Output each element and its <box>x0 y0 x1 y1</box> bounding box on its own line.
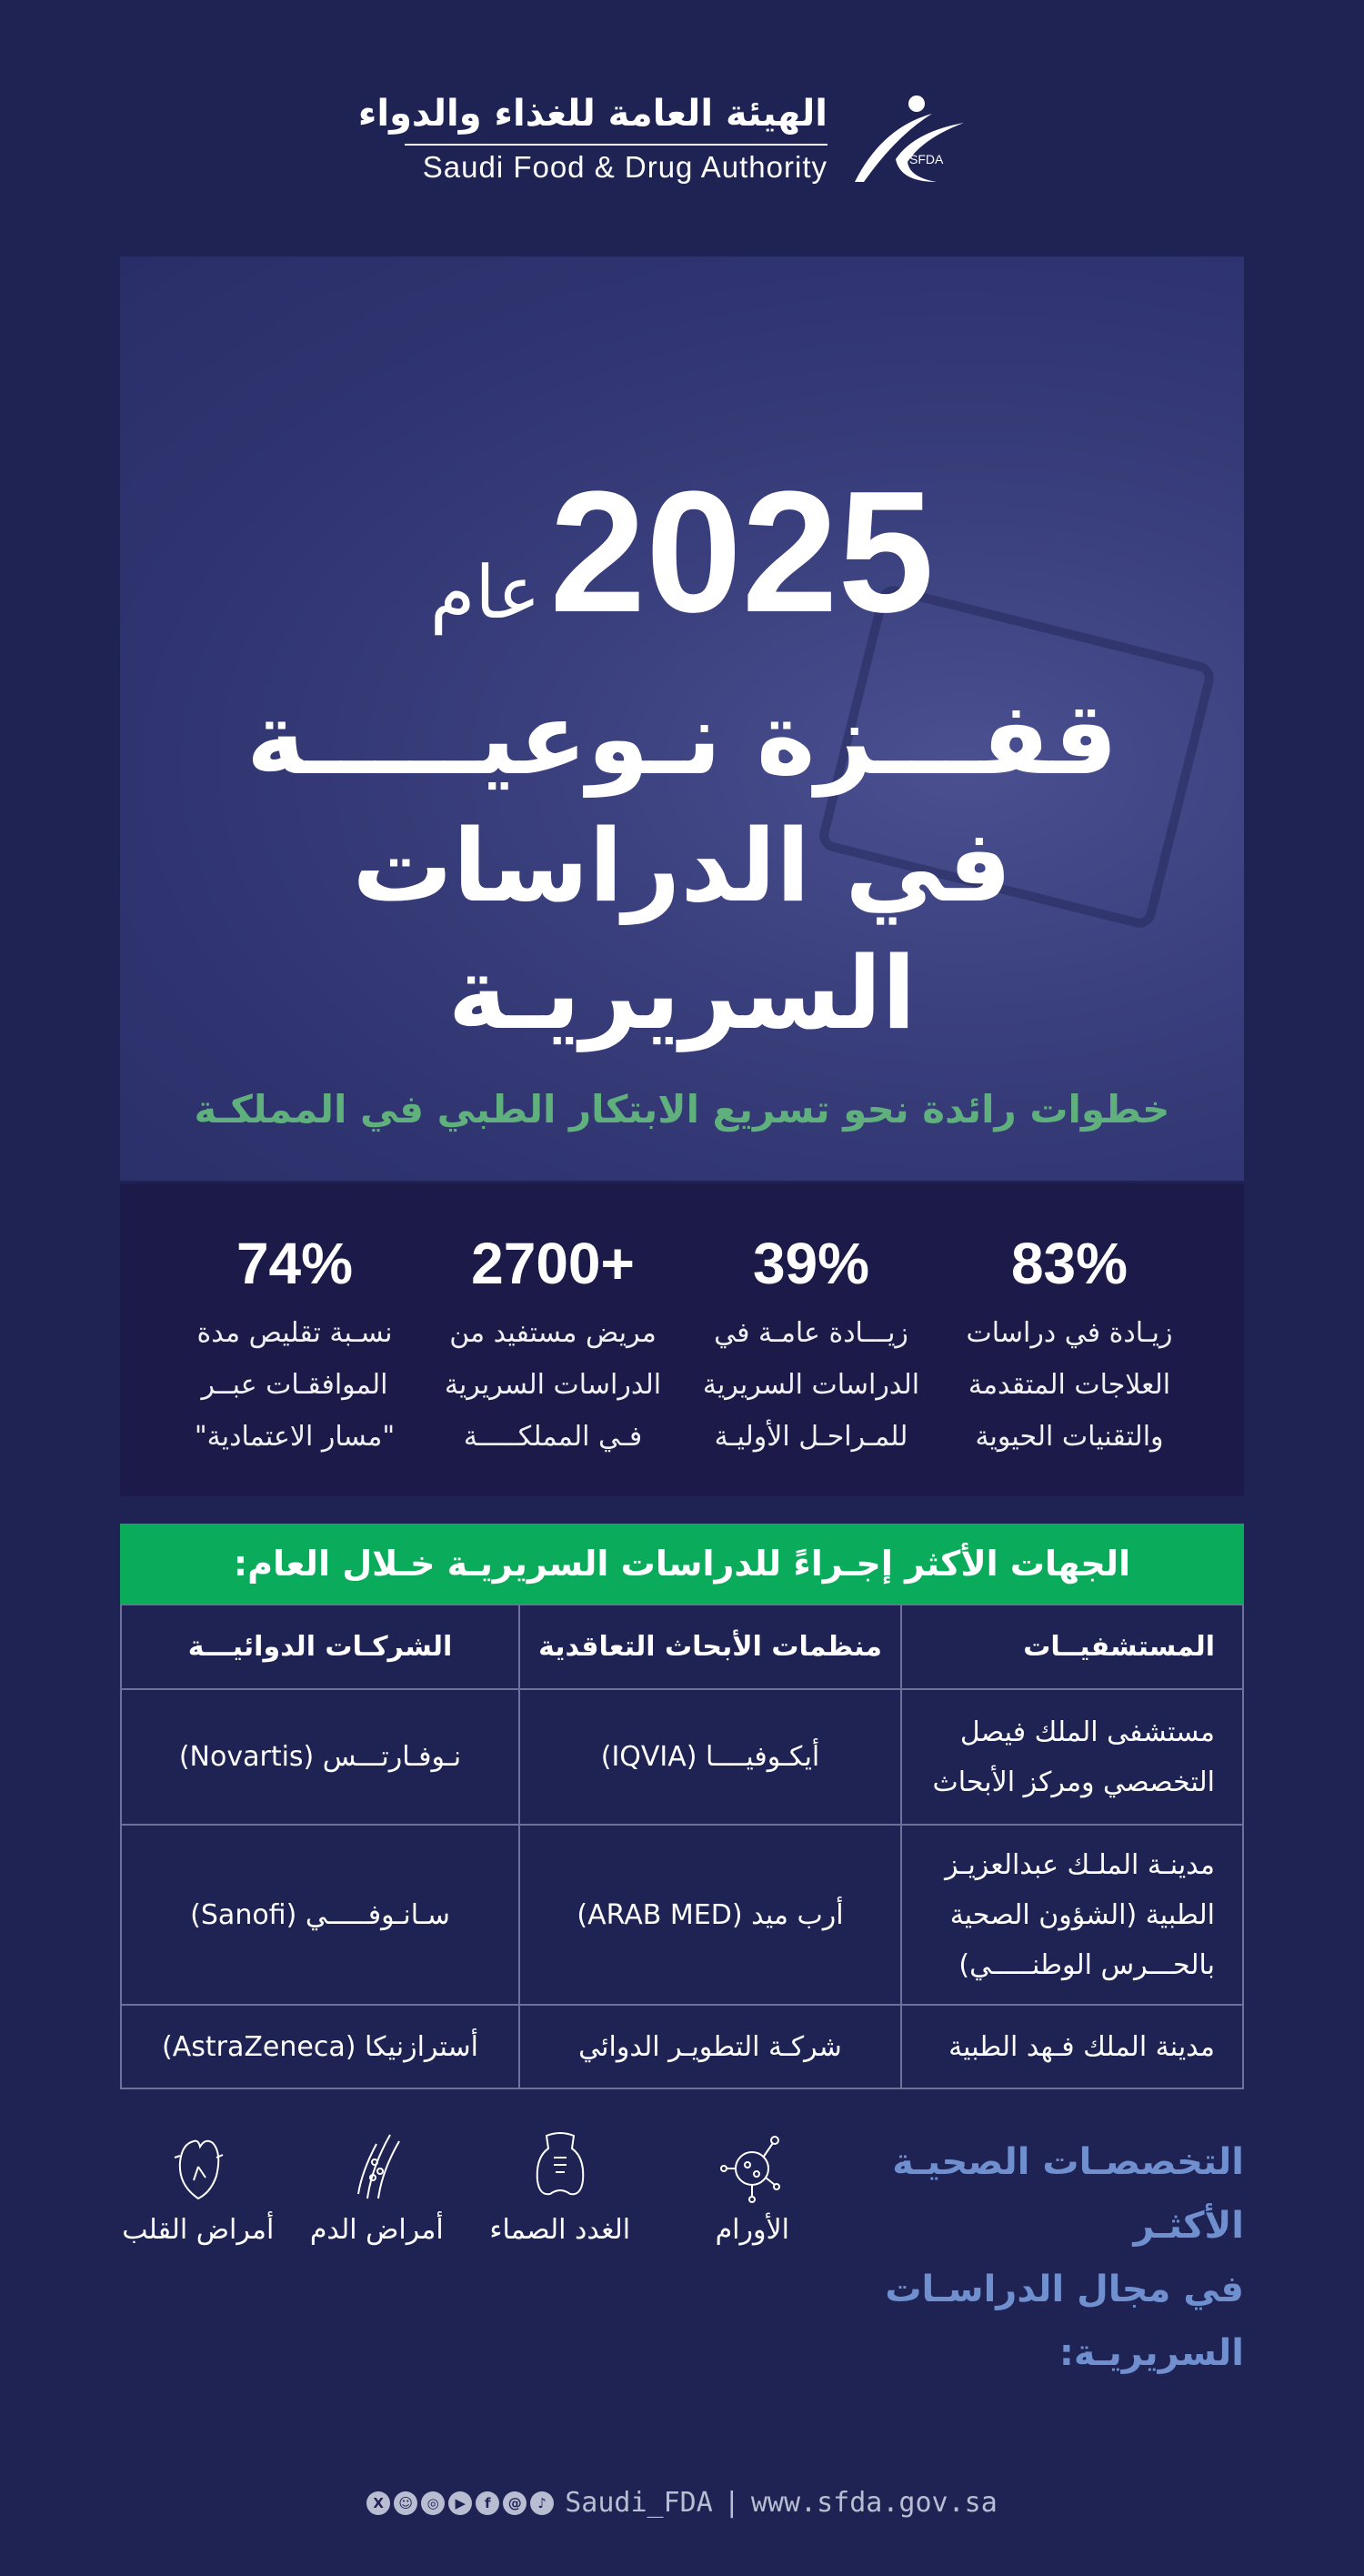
specialty-endocrine: الغدد الصماء <box>482 2130 638 2253</box>
logo-divider <box>405 144 827 146</box>
specialties-title-line: التخصصـات الصحيـة الأكثـر <box>892 2141 1244 2247</box>
stat-line: العلاجات المتقدمة <box>968 1369 1171 1401</box>
tiktok-icon[interactable]: ♪ <box>530 2491 555 2515</box>
stat-line: زيـــادة عامـة في <box>714 1317 908 1349</box>
header-hospitals: المستشفيــات <box>900 1604 1244 1690</box>
table-cell: نـوفـارتـــس (Novartis) <box>120 1688 520 1826</box>
emblem-text: SFDA <box>909 152 944 166</box>
stat-line: الدراسات السريرية <box>444 1369 662 1401</box>
sfda-logo: الهيئة العامة للغذاء والدواء Saudi Food … <box>358 91 973 191</box>
stat-value: 83% <box>1010 1231 1128 1296</box>
stat-line: "مسار الاعتمادية" <box>194 1421 396 1453</box>
specialties-title-line: في مجال الدراسـات السريريـة: <box>885 2269 1244 2374</box>
specialty-label: أمراض القلب <box>122 2214 275 2246</box>
table-title: الجهات الأكثر إجـراءً للدراسات السريريـة… <box>120 1524 1244 1604</box>
table-cell: مستشفى الملك فيصل التخصصي ومركز الأبحاث <box>900 1688 1244 1826</box>
top-entities-table: المستشفيــات منظمات الأبحاث التعاقدية ال… <box>120 1604 1244 2089</box>
specialty-label: الأورام <box>715 2214 789 2246</box>
year-number: 2025 <box>549 456 935 649</box>
table-cell: شركـة التطويـر الدوائي <box>518 2004 902 2089</box>
instagram-icon[interactable]: ◎ <box>421 2491 446 2515</box>
stat-line: نسـبة تقليص مدة <box>196 1317 393 1349</box>
tumor-cell-icon <box>675 2130 831 2203</box>
logo-arabic-name: الهيئة العامة للغذاء والدواء <box>357 93 827 135</box>
header-cros: منظمات الأبحاث التعاقدية <box>518 1604 902 1690</box>
social-icons: X ☺ ◎ ▶ f @ ♪ <box>366 2491 555 2515</box>
footer: X ☺ ◎ ▶ f @ ♪ Saudi_FDA | www.sfda.gov.s… <box>0 2485 1364 2521</box>
threads-icon[interactable]: @ <box>503 2491 527 2515</box>
specialty-oncology: الأورام <box>675 2130 831 2253</box>
table-cell: أسترازنيكا (AstraZeneca) <box>120 2004 520 2089</box>
facebook-icon[interactable]: f <box>476 2491 500 2515</box>
snapchat-icon[interactable]: ☺ <box>394 2491 418 2515</box>
table-row: مستشفى الملك فيصل التخصصي ومركز الأبحاث … <box>120 1688 1244 1826</box>
sfda-emblem-icon: SFDA <box>855 96 964 182</box>
stat-value: 2700+ <box>471 1231 635 1296</box>
stat-item: 39% زيـــادة عامـة في الدراسات السريرية … <box>682 1183 940 1469</box>
stats-panel: 83% زيـادة في دراسات العلاجات المتقدمة و… <box>120 1183 1244 1496</box>
specialty-hematology: أمراض الدم <box>299 2130 456 2253</box>
stat-description: زيـادة في دراسات العلاجات المتقدمة والتق… <box>940 1307 1199 1463</box>
blood-vessel-icon <box>299 2130 456 2203</box>
headline: قفـــزة نـوعيـــــة في الدراسات السريريـ… <box>156 675 1208 1057</box>
stat-line: والتقنيات الحيوية <box>975 1421 1164 1453</box>
heart-icon <box>120 2130 276 2203</box>
table-row: مدينة الملك فـهد الطبية شركـة التطويـر ا… <box>120 2004 1244 2089</box>
table-cell: أيكـوفيــــا (IQVIA) <box>518 1688 902 1826</box>
stat-item: 83% زيـادة في دراسات العلاجات المتقدمة و… <box>940 1183 1199 1469</box>
thyroid-gland-icon <box>482 2130 638 2203</box>
stat-item: 2700+ مريض مستفيد من الدراسات السريرية ف… <box>424 1183 682 1469</box>
stat-line: فـي المملكـــــة <box>463 1421 643 1453</box>
specialty-cardiology: أمراض القلب <box>120 2130 276 2253</box>
year-word: عام <box>429 550 541 635</box>
stat-line: للمـراحـل الأوليـة <box>714 1421 908 1453</box>
table-cell: أرب ميد (ARAB MED) <box>518 1824 902 2006</box>
stat-line: الدراسات السريرية <box>702 1369 920 1401</box>
table-cell: سـانـوفـــــي (Sanofi) <box>120 1824 520 2006</box>
stat-line: الموافقـات عبــر <box>201 1369 388 1401</box>
specialties-section: التخصصـات الصحيـة الأكثـر في مجال الدراس… <box>120 2130 1244 2385</box>
x-icon[interactable]: X <box>366 2491 391 2515</box>
logo-english-name: Saudi Food & Drug Authority <box>422 150 827 184</box>
footer-separator: | <box>723 2487 740 2519</box>
year-heading: عام 2025 <box>156 466 1208 639</box>
headline-line-2: في الدراسات السريريـة <box>352 808 1012 1052</box>
specialty-label: أمراض الدم <box>309 2214 444 2246</box>
stat-description: نسـبة تقليص مدة الموافقـات عبــر "مسار ا… <box>165 1307 424 1463</box>
hero-banner: عام 2025 قفـــزة نـوعيـــــة في الدراسات… <box>120 257 1244 1181</box>
specialties-title: التخصصـات الصحيـة الأكثـر في مجال الدراس… <box>839 2130 1244 2385</box>
stat-line: زيـادة في دراسات <box>966 1317 1173 1349</box>
table-row: مدينـة الملـك عبدالعزيـز الطبية (الشؤون … <box>120 1824 1244 2006</box>
hero-background <box>120 257 1244 1181</box>
stat-line: مريض مستفيد من <box>449 1317 657 1349</box>
stat-value: 39% <box>752 1231 870 1296</box>
website-link[interactable]: www.sfda.gov.sa <box>750 2487 998 2519</box>
stat-description: زيـــادة عامـة في الدراسات السريرية للمـ… <box>682 1307 940 1463</box>
youtube-icon[interactable]: ▶ <box>448 2491 473 2515</box>
subtitle: خطوات رائدة نحو تسريع الابتكار الطبي في … <box>194 1087 1170 1132</box>
header-pharma: الشركـات الدوائيـــة <box>120 1604 520 1690</box>
specialty-label: الغدد الصماء <box>489 2214 631 2246</box>
headline-line-1: قفـــزة نـوعيـــــة <box>246 680 1118 797</box>
table-header-row: المستشفيــات منظمات الأبحاث التعاقدية ال… <box>120 1604 1244 1690</box>
stat-description: مريض مستفيد من الدراسات السريرية فـي الم… <box>424 1307 682 1463</box>
stat-item: 74% نسـبة تقليص مدة الموافقـات عبــر "مس… <box>165 1183 424 1469</box>
stat-value: 74% <box>236 1231 354 1296</box>
social-handle[interactable]: Saudi_FDA <box>565 2487 713 2519</box>
table-cell: مدينة الملك فـهد الطبية <box>900 2004 1244 2089</box>
table-cell: مدينـة الملـك عبدالعزيـز الطبية (الشؤون … <box>900 1824 1244 2006</box>
